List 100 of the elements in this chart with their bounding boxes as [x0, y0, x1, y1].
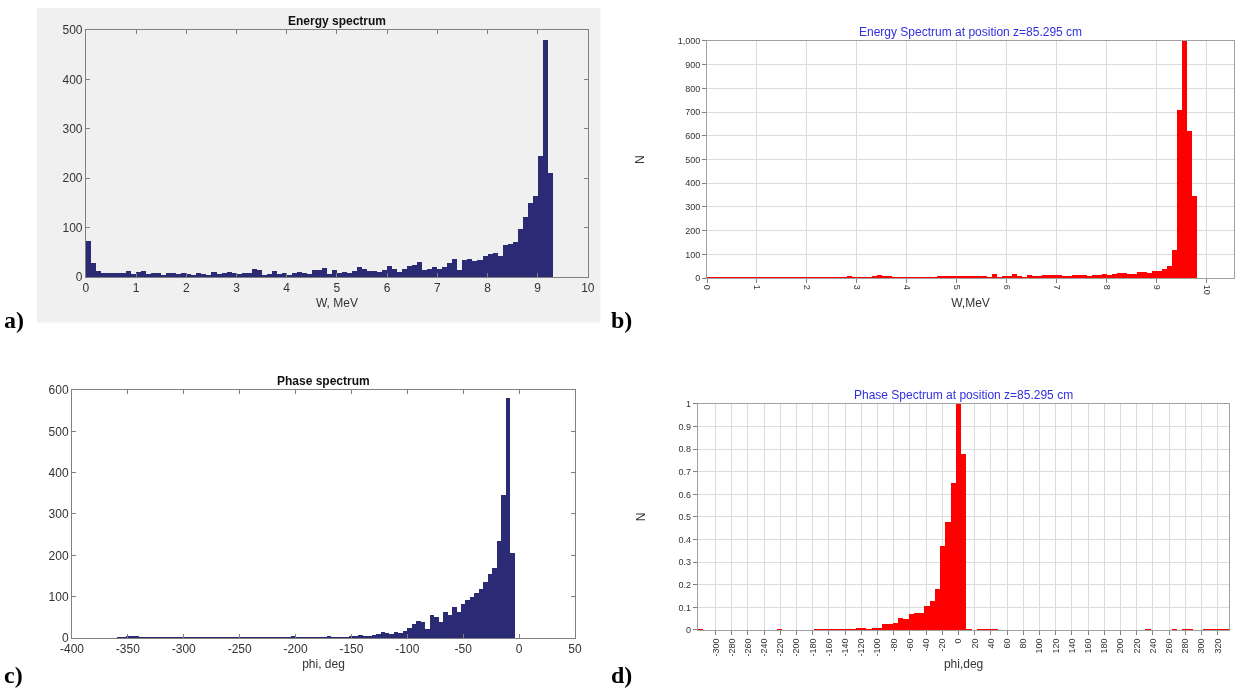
x-tick-label: 20 [969, 638, 980, 649]
y-tick-label: 600 [48, 383, 69, 398]
y-tick-label: 100 [62, 220, 83, 235]
x-tick-label: 6 [383, 281, 391, 296]
x-tick-label: -160 [823, 638, 834, 657]
y-tick-label: 400 [685, 178, 701, 189]
y-tick-label: 0 [685, 625, 691, 636]
y-tick-label: 900 [685, 59, 701, 70]
y-tick-label: 800 [685, 83, 701, 94]
y-tick-label: 0.7 [678, 466, 691, 477]
x-axis-title: W,MeV [951, 295, 990, 310]
y-tick-label: 400 [62, 72, 83, 87]
x-tick-label: 200 [1115, 638, 1126, 654]
x-tick-label: 220 [1131, 638, 1142, 654]
y-tick-label: 200 [48, 548, 69, 563]
x-tick-label: 5 [951, 284, 962, 290]
text: c) [4, 662, 23, 688]
x-tick-label: -240 [759, 638, 770, 657]
y-tick-label: 700 [685, 107, 701, 118]
x-tick-label: 260 [1164, 638, 1175, 654]
y-tick-label: 1,000 [677, 36, 701, 47]
x-tick-label: 60 [1002, 638, 1013, 649]
x-tick-label: -20 [937, 638, 948, 652]
x-tick-label: 10 [1201, 284, 1212, 295]
y-tick-label: 0.8 [678, 444, 691, 455]
text: d) [611, 662, 633, 688]
y-tick-label: 1 [685, 399, 691, 410]
x-tick-label: 5 [333, 281, 341, 296]
text: b) [611, 307, 633, 333]
x-tick-label: -100 [395, 642, 420, 657]
x-tick-label: -120 [856, 638, 867, 657]
x-tick-label: 160 [1083, 638, 1094, 654]
x-tick-label: 50 [568, 642, 583, 657]
x-tick-label: -250 [227, 642, 252, 657]
y-tick-label: 100 [685, 249, 701, 260]
y-tick-label: 500 [685, 154, 701, 165]
x-tick-label: 4 [283, 281, 291, 296]
x-tick-label: 0 [953, 638, 964, 644]
y-tick-label: 0.6 [678, 489, 691, 500]
chart-title: Energy Spectrum at position z=85.295 cm [859, 25, 1083, 39]
x-tick-label: 9 [1151, 284, 1162, 290]
x-tick-label: -260 [742, 638, 753, 657]
y-tick-label: 0.1 [678, 602, 691, 613]
x-tick-label: 0 [702, 284, 713, 290]
x-tick-label: 3 [233, 281, 241, 296]
x-tick-label: -60 [904, 638, 915, 652]
x-tick-label: -200 [283, 642, 308, 657]
y-tick-label: 200 [685, 225, 701, 236]
x-tick-label: 7 [433, 281, 441, 296]
x-tick-label: 2 [802, 284, 813, 290]
text: a) [4, 307, 24, 333]
y-tick-label: 300 [62, 121, 83, 136]
y-tick-label: 600 [685, 130, 701, 141]
x-tick-label: 140 [1066, 638, 1077, 654]
x-tick-label: 7 [1051, 284, 1062, 290]
y-tick-label: 0.3 [678, 557, 691, 568]
x-tick-label: 100 [1034, 638, 1045, 654]
y-tick-label: 200 [62, 171, 83, 186]
x-tick-label: 2 [182, 281, 190, 296]
x-tick-label: 0 [515, 642, 523, 657]
x-tick-label: 1 [132, 281, 140, 296]
y-tick-label: 300 [48, 507, 69, 522]
x-tick-label: 120 [1050, 638, 1061, 654]
x-tick-label: -100 [872, 638, 883, 657]
x-tick-label: -140 [840, 638, 851, 657]
chart-title: Phase spectrum [277, 374, 370, 388]
x-tick-label: 9 [534, 281, 542, 296]
x-tick-label: 8 [1101, 284, 1112, 290]
x-tick-label: 300 [1196, 638, 1207, 654]
y-tick-label: 0.4 [678, 534, 691, 545]
y-tick-label: 0.5 [678, 512, 691, 523]
x-tick-label: 180 [1099, 638, 1110, 654]
x-tick-label: 80 [1018, 638, 1029, 649]
chart-title: Energy spectrum [288, 14, 387, 28]
x-axis-title: phi,deg [943, 657, 984, 672]
y-axis-title: N [633, 155, 648, 164]
x-tick-label: 280 [1180, 638, 1191, 654]
y-tick-label: 500 [62, 23, 83, 38]
x-tick-label: -300 [171, 642, 197, 657]
x-tick-label: 1 [752, 284, 763, 290]
y-tick-label: 300 [685, 202, 701, 213]
x-tick-label: 4 [901, 284, 912, 290]
y-tick-label: 0.9 [678, 421, 691, 432]
y-tick-label: 100 [48, 589, 69, 604]
x-tick-label: -220 [775, 638, 786, 657]
x-tick-label: 240 [1147, 638, 1158, 654]
x-axis-title: phi, deg [302, 657, 345, 672]
x-tick-label: -50 [454, 642, 473, 657]
x-tick-label: 320 [1212, 638, 1223, 654]
y-tick-label: 500 [48, 424, 69, 439]
x-tick-label: 40 [985, 638, 996, 649]
x-tick-label: -150 [339, 642, 364, 657]
y-axis-title: N [633, 512, 648, 522]
x-tick-label: 10 [581, 281, 595, 296]
x-tick-label: 6 [1001, 284, 1012, 290]
y-tick-label: 0.2 [678, 579, 691, 590]
chart-title: Phase Spectrum at position z=85.295 cm [854, 388, 1074, 402]
x-tick-label: -200 [791, 638, 802, 657]
x-tick-label: -300 [710, 638, 721, 657]
x-tick-label: -80 [888, 638, 899, 652]
